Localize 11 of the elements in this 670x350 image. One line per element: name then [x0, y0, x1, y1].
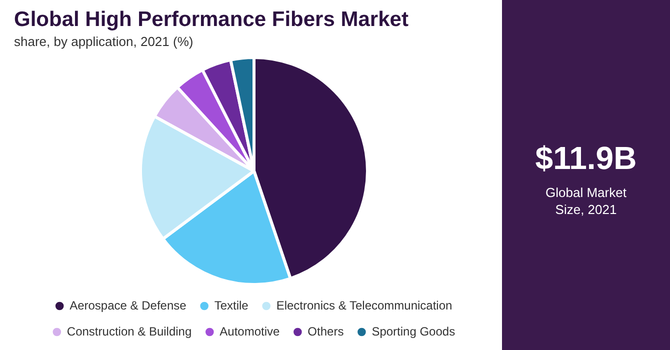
- legend-label: Electronics & Telecommunication: [276, 298, 452, 312]
- legend-label: Textile: [214, 298, 249, 312]
- legend-label: Automotive: [220, 324, 280, 338]
- chart-subtitle: share, by application, 2021 (%): [14, 34, 194, 49]
- text: $11.9B: [534, 140, 638, 177]
- legend-label: Others: [308, 324, 344, 338]
- legend-label: Construction & Building: [66, 324, 192, 338]
- legend-label: Sporting Goods: [372, 324, 456, 338]
- text: Global Market Size, 2021: [544, 184, 628, 218]
- legend-label: Aerospace & Defense: [70, 298, 187, 312]
- chart-title: Global High Performance Fibers Market: [14, 8, 410, 32]
